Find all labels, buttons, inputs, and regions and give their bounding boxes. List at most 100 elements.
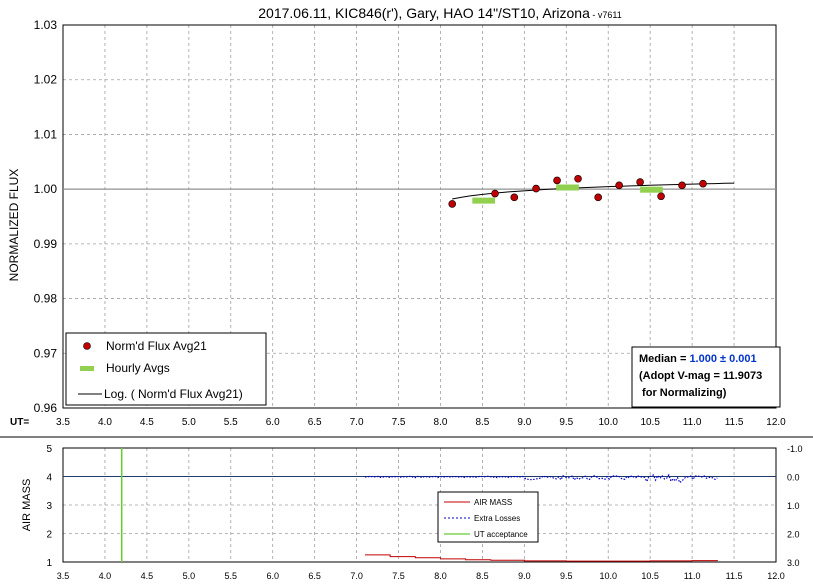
flux-point — [532, 184, 540, 193]
bottom-x-tick-label: 9.5 — [560, 571, 573, 581]
top-y-tick-label: 0.96 — [34, 401, 58, 415]
bottom-x-tick-label: 7.5 — [392, 571, 405, 581]
top-x-tick-label: 7.0 — [350, 417, 364, 428]
bottom-x-tick-label: 10.0 — [599, 571, 617, 581]
top-y-tick-label: 0.98 — [34, 292, 58, 306]
legend-label-flux: Norm'd Flux Avg21 — [106, 339, 207, 353]
top-x-tick-label: 4.5 — [140, 417, 154, 428]
top-series — [63, 174, 776, 208]
top-x-tick-label: 10.5 — [640, 417, 660, 428]
top-y-axis-label: NORMALIZED FLUX — [7, 169, 21, 282]
top-x-tick-label: 8.5 — [475, 417, 489, 428]
bottom-y-tick-label: 2 — [46, 530, 52, 541]
bottom-y-tick-label: 5 — [46, 444, 52, 455]
bottom-x-tick-label: 7.0 — [350, 571, 363, 581]
legend-marker-hourly — [80, 366, 94, 371]
median-box: Median = 1.000 ± 0.001 (Adopt V-mag = 11… — [631, 346, 781, 408]
bottom-x-tick-label: 4.5 — [141, 571, 154, 581]
legend-label-hourly: Hourly Avgs — [106, 361, 170, 375]
flux-point — [699, 179, 707, 188]
legend-label-airmass: AIR MASS — [474, 498, 512, 507]
flux-point — [574, 174, 582, 183]
bottom-gridlines — [63, 448, 776, 562]
normalizing-text: for Normalizing) — [639, 387, 727, 399]
hourly-avg-bar — [556, 184, 579, 191]
legend-marker-flux — [83, 342, 91, 350]
bottom-x-tick-label: 11.5 — [726, 571, 743, 581]
top-legend-box — [65, 332, 267, 406]
top-x-tick-label: 5.5 — [224, 417, 238, 428]
adopt-vmag-text: (Adopt V-mag = 11.9073 — [639, 370, 762, 382]
flux-point — [615, 181, 623, 190]
top-x-tick-label: 5.0 — [182, 417, 196, 428]
median-text: Median = 1.000 ± 0.001 — [639, 353, 757, 365]
flux-point — [678, 181, 686, 190]
bottom-x-tick-label: 6.5 — [308, 571, 321, 581]
median-box-border — [631, 346, 781, 408]
top-y-tick-label: 1.02 — [34, 73, 58, 87]
flux-point — [510, 193, 519, 202]
bottom-x-tick-label: 5.5 — [225, 571, 238, 581]
bottom-x-tick-label: 12.0 — [767, 571, 785, 581]
bottom-x-tick-label: 4.0 — [99, 571, 112, 581]
bottom-legend: AIR MASS Extra Losses UT acceptance — [437, 491, 539, 543]
chart-title-suffix: - v7611 — [590, 10, 622, 20]
bottom-x-tick-label: 8.0 — [434, 571, 447, 581]
legend-label-losses: Extra Losses — [474, 514, 520, 523]
top-x-tick-label: 11.0 — [683, 417, 702, 428]
median-value: 1.000 ± 0.001 — [689, 353, 756, 365]
top-x-tick-label: 10.0 — [599, 417, 619, 428]
top-x-tick-label: 6.5 — [308, 417, 322, 428]
top-x-ticks: 3.5 4.0 4.5 5.0 5.5 6.0 6.5 7.0 7.5 8.0 8.5 9.0 9.5 1… — [56, 417, 786, 428]
extra-losses-line — [364, 473, 718, 484]
top-y-tick-label: 0.97 — [34, 346, 58, 360]
top-y-tick-label: 1.03 — [34, 18, 58, 32]
bottom-y-axis-label: AIR MASS — [21, 479, 33, 532]
top-y-tick-label: 1.01 — [34, 127, 58, 141]
legend-label-trend: Log. ( Norm'd Flux Avg21) — [104, 387, 243, 401]
bottom-y2-tick-label: 1.0 — [787, 501, 800, 511]
top-x-tick-label: 7.5 — [392, 417, 406, 428]
top-x-tick-label: 9.5 — [559, 417, 573, 428]
bottom-y-tick-label: 1 — [46, 558, 52, 569]
top-x-tick-label: 12.0 — [766, 417, 786, 428]
bottom-y2-tick-label: -1.0 — [787, 444, 803, 454]
bottom-y-ticks: 1 2 3 4 5 — [46, 444, 52, 569]
ut-label: UT= — [10, 417, 29, 428]
trend-line — [452, 182, 735, 200]
airmass-line — [364, 554, 718, 562]
bottom-x-tick-label: 5.0 — [183, 571, 196, 581]
bottom-x-tick-label: 9.0 — [518, 571, 531, 581]
top-x-tick-label: 8.0 — [434, 417, 448, 428]
top-x-tick-label: 3.5 — [56, 417, 70, 428]
bottom-x-ticks: 3.5 4.0 4.5 5.0 5.5 6.0 6.5 7.0 7.5 8.0 8.5 9.0 9.5 1… — [57, 571, 785, 581]
hourly-avg-bar — [472, 197, 495, 204]
flux-point — [491, 189, 499, 198]
bottom-plot-area — [62, 447, 777, 563]
flux-point — [657, 192, 665, 201]
bottom-x-tick-label: 10.5 — [641, 571, 659, 581]
bottom-x-tick-label: 11.0 — [684, 571, 701, 581]
bottom-y2-tick-label: 2.0 — [787, 530, 800, 540]
top-legend: Norm'd Flux Avg21 Hourly Avgs Log. ( Nor… — [65, 332, 267, 406]
bottom-x-tick-label: 8.5 — [476, 571, 489, 581]
top-x-tick-label: 6.0 — [266, 417, 280, 428]
bottom-x-tick-label: 3.5 — [57, 571, 70, 581]
chart-title: 2017.06.11, KIC846(r'), Gary, HAO 14"/ST… — [258, 5, 621, 21]
bottom-y2-ticks: -1.0 0.0 1.0 2.0 3.0 — [787, 444, 803, 568]
top-x-tick-label: 4.0 — [98, 417, 112, 428]
bottom-series — [63, 448, 776, 562]
hourly-avg-bar — [640, 186, 663, 193]
flux-point — [594, 193, 602, 202]
bottom-y-tick-label: 3 — [46, 501, 52, 512]
top-x-tick-label: 11.5 — [725, 417, 744, 428]
top-y-ticks: 0.96 0.97 0.98 0.99 1.00 1.01 1.02 1.03 — [34, 18, 58, 415]
bottom-y2-tick-label: 0.0 — [787, 473, 800, 483]
top-y-tick-label: 0.99 — [34, 237, 58, 251]
flux-point — [553, 176, 561, 185]
top-y-tick-label: 1.00 — [34, 182, 58, 196]
flux-point — [636, 178, 644, 186]
legend-label-ut: UT acceptance — [474, 530, 528, 539]
flux-point — [448, 200, 457, 208]
